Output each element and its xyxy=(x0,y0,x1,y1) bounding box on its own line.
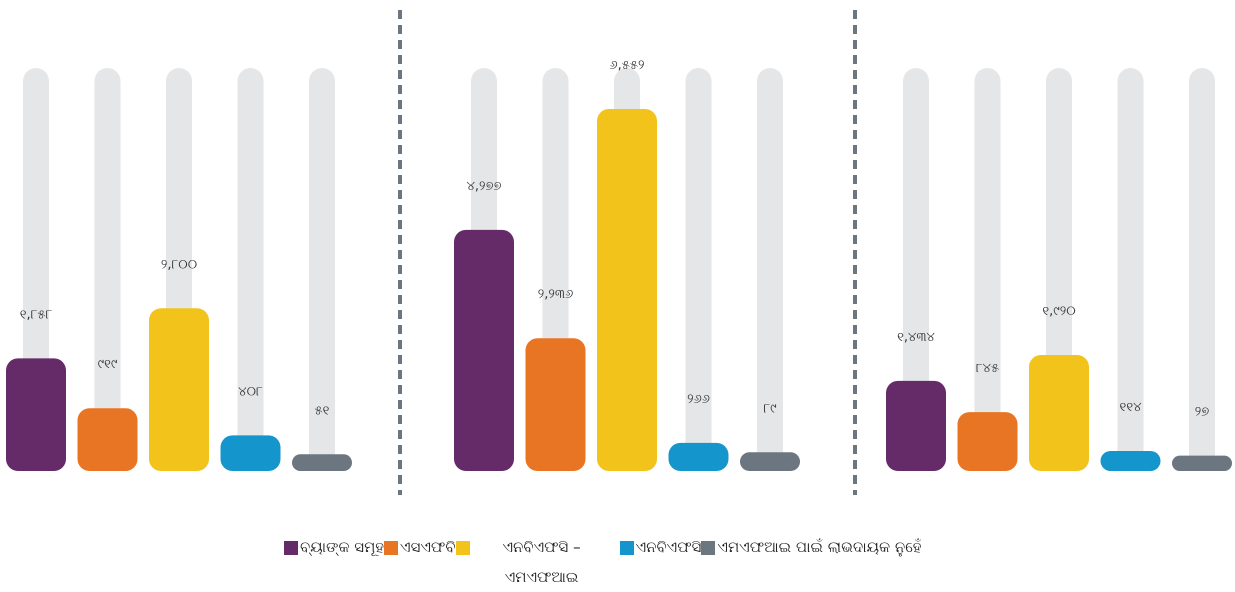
data-label: ୬,୫୫୨ xyxy=(610,58,645,73)
data-label: ୨,୮୦୦ xyxy=(161,257,197,272)
chart: ୧,୮୫୮ ୯୧୯ ୨,୮୦୦ ୪୦୮ ୫୧ ୪,୨୭୭ ୨,୨୩୬ ୬,୫୫୨ ୨୬୬ ୮୯ ୧,… xyxy=(6,10,1232,495)
bar-track xyxy=(757,68,783,471)
bar-track xyxy=(1117,68,1144,471)
legend-label: ଏନବିଏଫସି – ଏମଏଫଆଇ xyxy=(502,538,581,586)
legend-item: ଏନବିଏଫସି xyxy=(619,538,702,556)
legend-swatch xyxy=(455,541,470,555)
legend-item: ବ୍ୟାଙ୍କ ସମୂହ xyxy=(284,538,384,556)
data-label: ୨୬୬ xyxy=(687,392,710,407)
bar-track xyxy=(1189,68,1215,471)
bar xyxy=(149,308,209,471)
legend-label: ଏମଏଫଆଇ ପାଇଁ ଲାଭଦାୟକ ନୁହେଁ xyxy=(717,538,922,556)
bar-track xyxy=(94,68,121,471)
data-label: ୧,୮୫୮ xyxy=(20,307,53,322)
legend: ବ୍ୟାଙ୍କ ସମୂହ ଏସଏଫବି ଏନବିଏଫସି – ଏମଏଫଆଇ ଏନବିଏ… xyxy=(284,538,921,592)
bar xyxy=(597,109,657,471)
legend-item: ଏମଏଫଆଇ ପାଇଁ ଲାଭଦାୟକ ନୁହେଁ xyxy=(701,538,921,556)
bar-track xyxy=(685,68,712,471)
data-label: ୮୪୫ xyxy=(976,361,999,376)
bar xyxy=(454,229,514,471)
data-label: ୪,୨୭୭ xyxy=(467,179,502,194)
data-label: ୧,୪୩୪ xyxy=(897,330,935,345)
legend-item: ଏନବିଏଫସି – ଏମଏଫଆଇ xyxy=(455,538,620,592)
bar-track xyxy=(309,68,335,471)
bar-track xyxy=(237,68,264,471)
data-label: ୪୦୮ xyxy=(238,384,263,399)
data-label: ୮୯ xyxy=(763,401,776,416)
legend-swatch xyxy=(619,541,634,555)
legend-swatch xyxy=(701,541,716,555)
bar xyxy=(957,412,1018,471)
bar xyxy=(6,358,66,471)
bar-track xyxy=(903,68,929,471)
bar xyxy=(292,454,352,471)
legend-swatch xyxy=(384,541,399,555)
legend-swatch xyxy=(284,541,298,555)
bar-track xyxy=(974,68,1001,471)
bar xyxy=(1172,455,1232,471)
legend-label: ବ୍ୟାଙ୍କ ସମୂହ xyxy=(300,538,385,556)
data-label: ୫୧ xyxy=(315,403,330,418)
bar xyxy=(1100,450,1161,471)
legend-item: ଏସଏଫବି xyxy=(384,538,456,556)
data-label: ୨୭ xyxy=(1195,405,1209,420)
bar xyxy=(740,452,800,471)
data-label: ୧,୯୨୦ xyxy=(1042,304,1075,319)
data-label: ୨,୨୩୬ xyxy=(538,287,573,302)
bar xyxy=(220,435,281,471)
legend-label: ଏସଏଫବି xyxy=(400,538,456,556)
bar xyxy=(525,338,586,471)
bar xyxy=(1029,355,1089,471)
bar xyxy=(77,408,138,471)
bar xyxy=(668,442,729,471)
data-label: ୧୧୪ xyxy=(1120,400,1142,415)
bar xyxy=(886,380,946,471)
legend-label: ଏନବିଏଫସି xyxy=(635,538,702,556)
data-label: ୯୧୯ xyxy=(98,357,118,372)
